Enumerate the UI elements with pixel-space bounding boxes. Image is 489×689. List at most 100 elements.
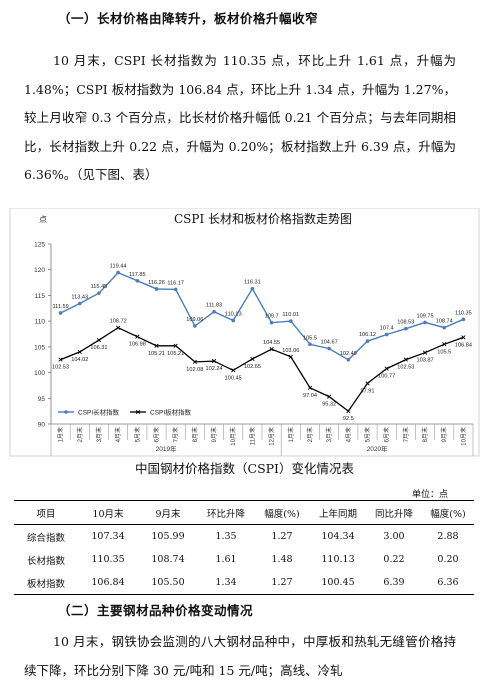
data-label: 110.13 [225,311,242,317]
data-label: 105.21 [167,351,184,357]
long-steel-point [346,357,351,362]
plate-point [422,350,428,355]
long-steel-point [384,332,389,337]
price-index-chart: CSPI 长材和板材价格指数走势图 点 90 95 100 105 110 115 120 125… [9,208,480,457]
x-tick-label: 3月末 [95,427,103,442]
table-header-cell: 10月末 [92,508,124,520]
x-tick-label: 9月末 [210,427,218,442]
plate-line [60,326,464,413]
year-group-label: 2020年 [367,444,388,453]
table-header-cell: 上年同期 [318,508,357,520]
x-tick-label: 5月末 [364,427,372,442]
y-tick-label: 115 [35,293,46,300]
data-label: 97.04 [303,393,317,399]
data-label: 106.98 [129,342,146,348]
data-label: 106.31 [90,345,107,351]
data-label: 109.7 [265,314,279,320]
plate-point [461,335,466,340]
data-label: 102.08 [186,367,203,373]
plate-point [96,338,102,343]
data-label: 102.53 [397,365,414,371]
table-cell: 110.13 [321,554,355,565]
x-tick-label: 1月末 [287,427,295,442]
section2-paragraph: 10 月末，钢铁协会监测的八大钢材品种中，中厚板和热轧无缝管价格持续下降，环比分… [24,628,456,685]
legend-marker-plate [135,409,141,415]
section2-paragraph-text: 10 月末，钢铁协会监测的八大钢材品种中，中厚板和热轧无缝管价格持续下降，环比分… [24,634,456,678]
x-tick-label: 12月末 [268,427,276,446]
table-cell: 110.35 [91,554,125,565]
long-steel-point [365,339,370,343]
table-cell: 2.88 [437,531,459,542]
long-steel-point [327,346,331,351]
section1-paragraph: 10 月末，CSPI 长材指数为 110.35 点，环比上升 1.61 点，升幅… [24,47,456,190]
plate-point [231,368,236,373]
plate-point [327,394,332,399]
data-label: 116.17 [167,280,184,286]
table-cell: 1.27 [271,531,293,542]
x-tick-label: 5月末 [133,427,141,442]
section1-paragraph-text: 10 月末，CSPI 长材指数为 110.35 点，环比上升 1.61 点，升幅… [24,53,456,182]
data-label: 111.83 [206,303,222,309]
data-label: 116.31 [244,280,261,286]
table-title: 中国钢材价格指数（CSPI）变化情况表 [135,461,354,476]
x-tick-label: 7月末 [172,427,180,442]
plate-point [192,359,197,364]
chart-title: CSPI 长材和板材价格指数走势图 [174,211,352,226]
table-cell: 108.74 [151,554,185,565]
table-header-cell: 幅度(%) [264,508,300,520]
data-label: 106.84 [455,342,472,348]
table-cell: 100.45 [321,577,355,588]
data-label: 108.72 [110,319,127,325]
plate-point [365,381,370,386]
section1-heading: （一）长材价格由降转升，板材价格升幅收窄 [58,11,319,26]
x-tick-label: 8月末 [421,427,429,442]
data-label: 105.5 [437,349,451,355]
table-cell: 105.50 [151,577,185,588]
table-header-cell: 项目 [36,508,56,520]
data-label: 113.43 [71,295,88,301]
table-cell: 1.61 [215,554,237,565]
long-steel-point [461,317,466,322]
table-cell: 107.34 [91,531,125,542]
long-steel-point [231,318,236,323]
data-label: 110.01 [282,312,299,318]
y-tick-label: 95 [38,396,46,403]
data-label: 104.02 [71,357,88,363]
data-label: 109.06 [186,317,203,323]
long-steel-point [404,326,408,331]
cspi-change-table: 项目 10月末 9月末 环比升降 幅度(%) 上年同期 同比升降 幅度(%) 综… [14,500,474,595]
table-cell: 1.34 [215,577,237,588]
chart-frame [9,208,480,457]
data-label: 105.5 [303,335,317,341]
table-header-cell: 同比升降 [374,508,413,520]
table-unit: 单位：点 [412,490,449,500]
legend-label-long: CSPI长材指数 [78,408,120,417]
table-header-cell: 9月末 [155,508,181,520]
data-label: 108.74 [436,319,453,325]
x-tick-label: 2月末 [76,427,84,442]
table-row: 板材指数 106.84 105.50 1.34 1.27 100.45 6.39… [14,571,474,595]
long-steel-point [308,342,312,347]
table-cell: 综合指数 [26,532,65,544]
plate-point [346,409,351,414]
data-label: 104.67 [321,340,338,346]
y-tick-label: 90 [38,422,46,429]
table-cell: 6.36 [437,577,459,588]
data-label: 105.21 [148,351,165,357]
data-label: 104.55 [263,340,280,346]
y-tick-label: 100 [34,370,45,377]
year-group-label: 2019年 [156,444,177,453]
long-steel-point [269,320,274,325]
plate-point [173,343,178,348]
plate-point [116,325,121,330]
plate-point [135,334,140,339]
data-label: 102.49 [340,351,357,357]
long-steel-point [97,291,101,295]
data-label: 102.65 [244,364,261,370]
y-tick-label: 110 [35,319,46,326]
data-label: 117.85 [129,272,146,278]
long-steel-point [116,270,120,275]
data-label: 102.24 [205,366,222,372]
legend-marker-long [64,410,68,414]
long-steel-point [58,311,63,315]
